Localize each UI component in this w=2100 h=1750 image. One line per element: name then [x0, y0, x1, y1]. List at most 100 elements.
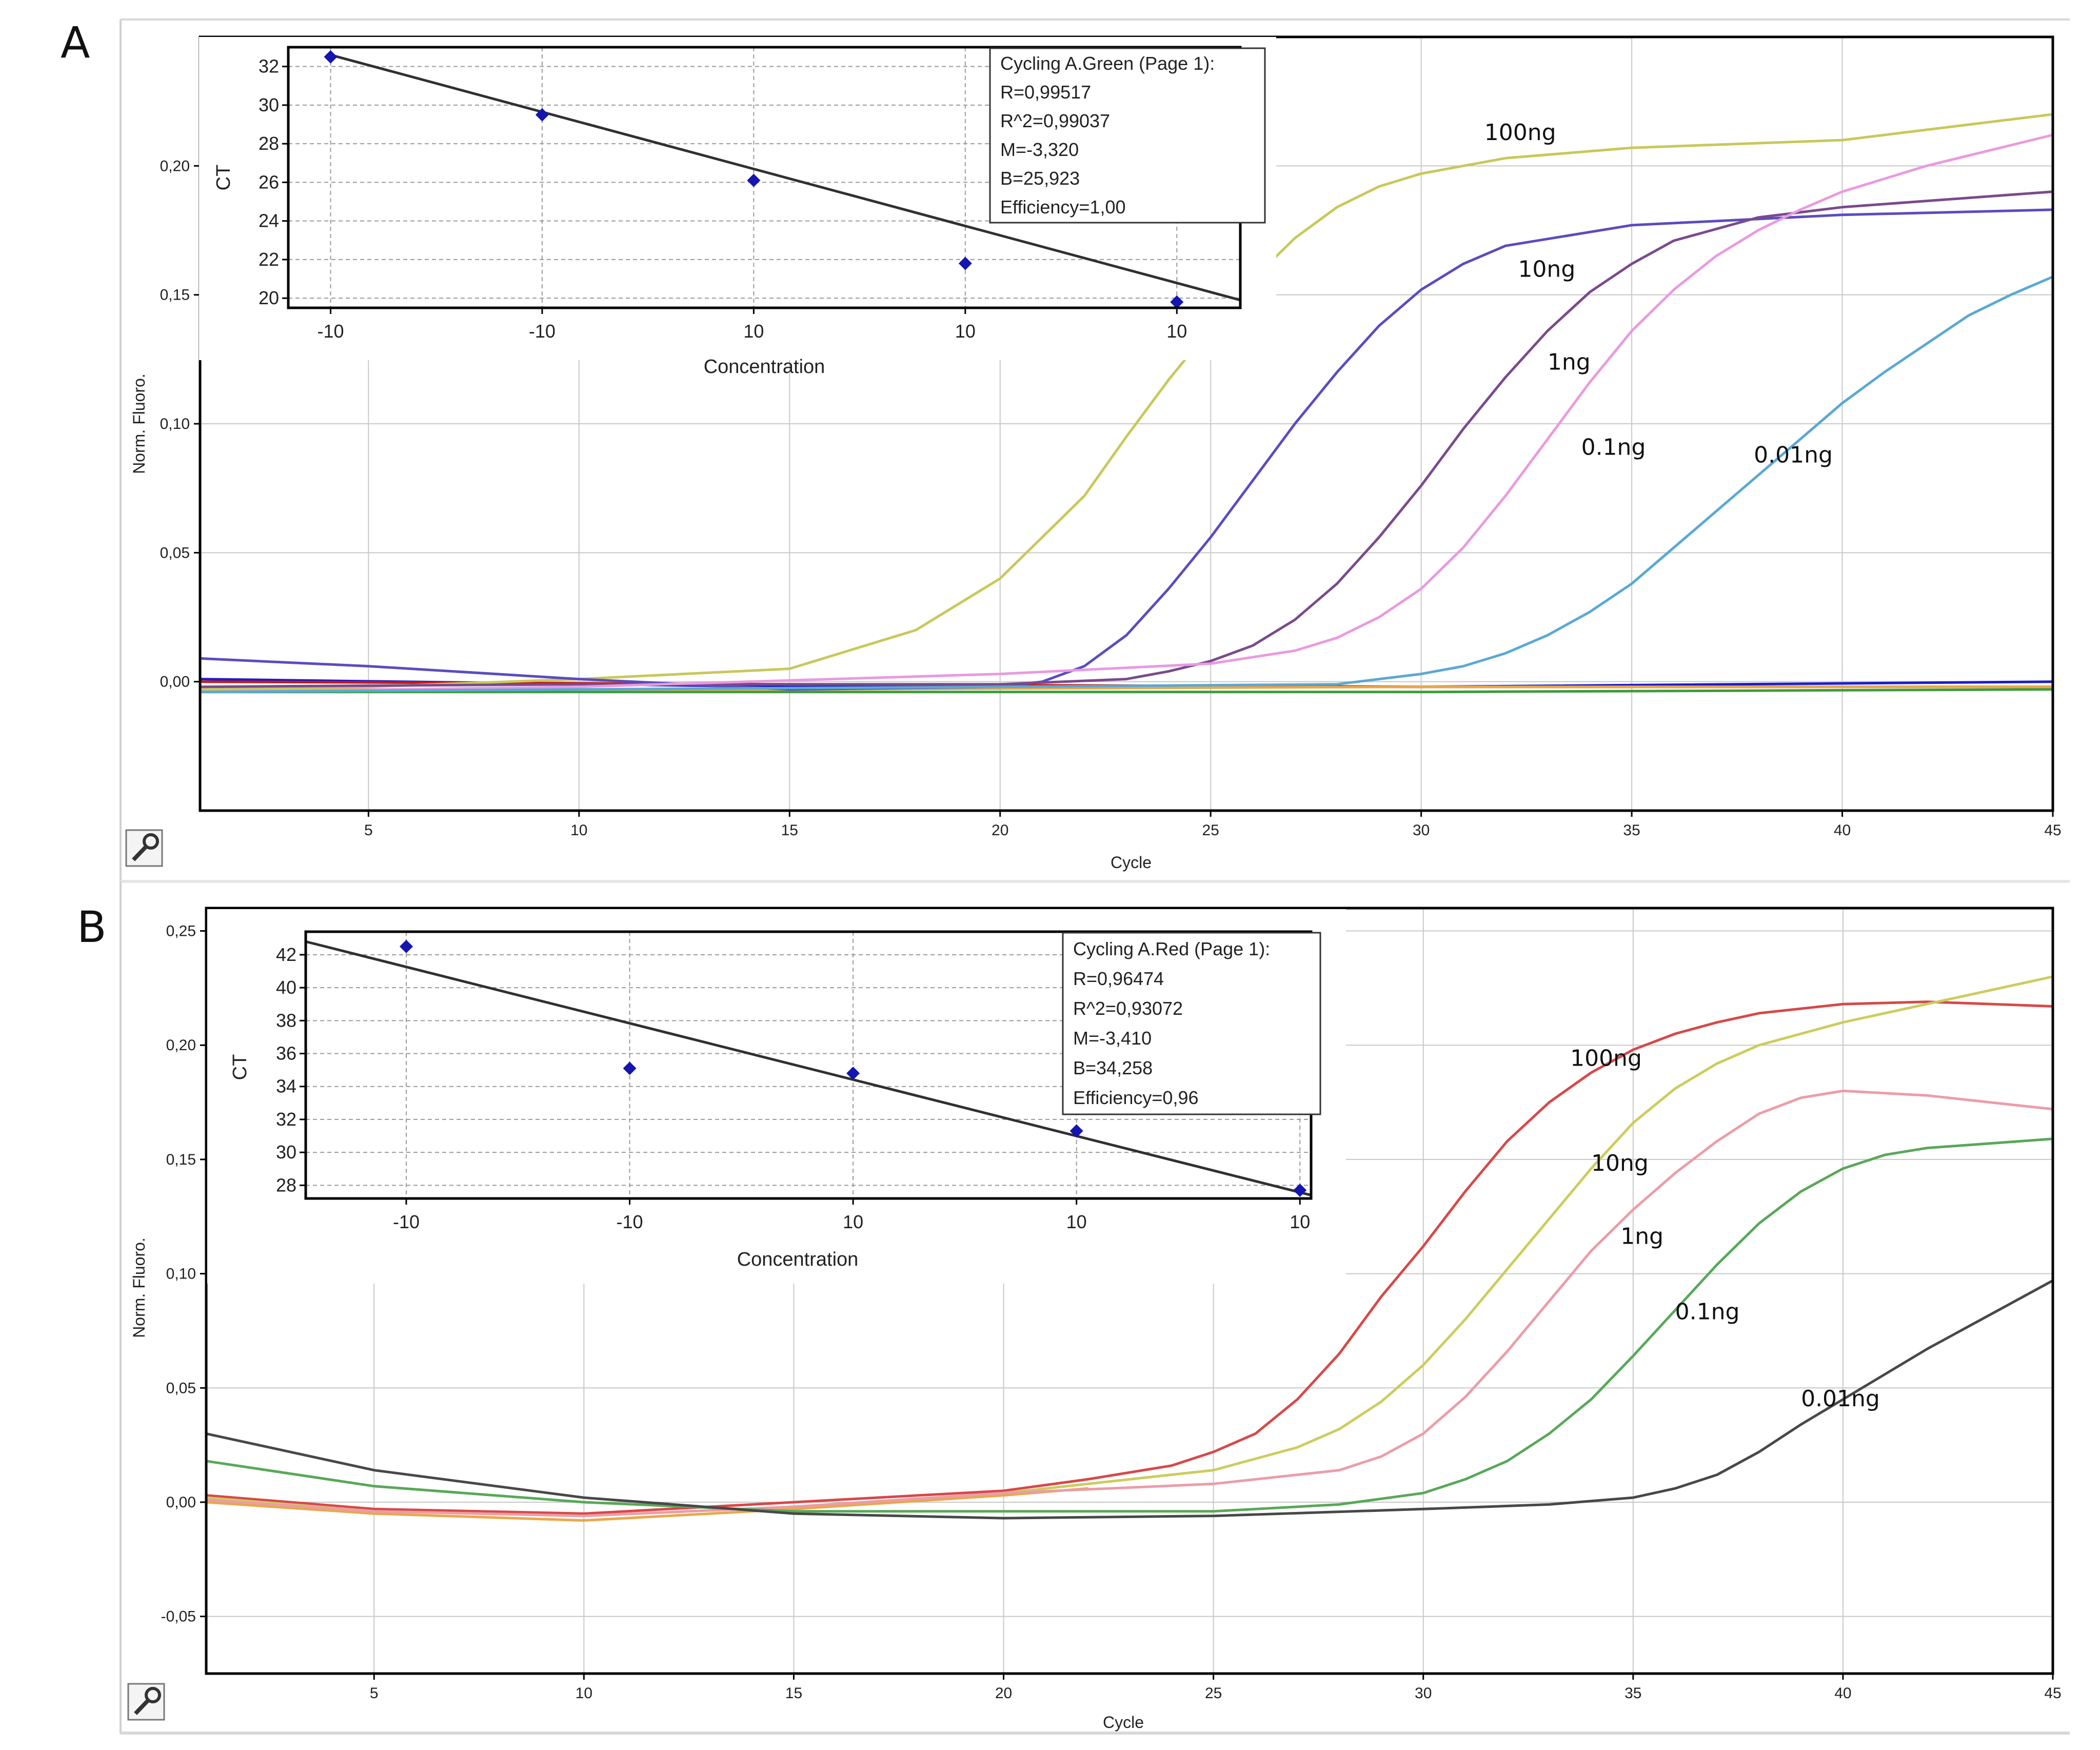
y-tick-label: 0,25 — [166, 923, 196, 940]
inset-y-tick-label: 26 — [259, 171, 279, 192]
standard-point — [535, 108, 549, 122]
x-tick-label: 45 — [2044, 1685, 2061, 1702]
inset-x-tick-label: 10 — [1066, 1211, 1087, 1232]
curve-label: 1ng — [1620, 1224, 1663, 1250]
stats-line: B=25,923 — [1000, 168, 1080, 189]
x-tick-label: 20 — [995, 1685, 1012, 1702]
inset-y-title-a: CT — [213, 165, 234, 191]
series-line-ntc — [199, 688, 2054, 694]
x-axis-title-a: Cycle — [1111, 853, 1152, 872]
x-tick-label: 35 — [1624, 1685, 1641, 1702]
wrench-icon — [143, 833, 159, 850]
series-line-0_1ng — [199, 133, 2054, 694]
panel-a: A 5 10 15 20 25 30 35 40 45 0,00 0,05 0,10 0,15 0,20… — [61, 17, 2070, 883]
stats-box-a: Cycling A.Green (Page 1): R=0,99517 R^2=… — [989, 47, 1266, 224]
standard-point — [958, 257, 972, 270]
y-tick-label: 0,15 — [160, 287, 190, 304]
stats-line: Efficiency=1,00 — [1000, 196, 1126, 218]
panel-letter-b: B — [77, 902, 107, 952]
stats-line: B=34,258 — [1073, 1057, 1153, 1078]
x-tick-label: 25 — [1202, 822, 1219, 839]
x-tick-label: 45 — [2044, 822, 2061, 839]
inset-y-tick-label: 24 — [259, 210, 279, 231]
regression-line-a — [330, 53, 1241, 302]
settings-wrench-button-a[interactable] — [125, 829, 163, 867]
inset-x-tick-label: 10 — [1166, 321, 1187, 342]
y-axis-title-b: Norm. Fluoro. — [130, 1237, 148, 1338]
y-tick-label: 0,00 — [160, 674, 190, 691]
y-tick-label: 0,15 — [166, 1151, 196, 1168]
regression-line-b — [305, 940, 1312, 1197]
series-line-1ng — [199, 190, 2054, 689]
y-tick-label: 0,05 — [160, 544, 190, 561]
inset-x-tick-label: -10 — [617, 1211, 643, 1232]
y-tick-label: 0,10 — [160, 416, 190, 432]
curve-label: 10ng — [1591, 1150, 1649, 1176]
standard-point — [1069, 1124, 1083, 1138]
curve-label: 0.01ng — [1801, 1386, 1880, 1412]
inset-y-title-b: CT — [229, 1054, 251, 1080]
inset-y-tick-label: 42 — [276, 944, 296, 965]
curve-label: 10ng — [1518, 256, 1575, 282]
y-tick-label: 0,20 — [160, 158, 190, 174]
series-line-1ng — [205, 1089, 2054, 1518]
inset-y-tick-label: 30 — [259, 94, 279, 115]
stats-line: M=-3,320 — [1000, 139, 1079, 160]
x-tick-label: 25 — [1205, 1685, 1222, 1702]
curve-label: 0.1ng — [1675, 1299, 1740, 1325]
x-tick-label: 20 — [992, 822, 1008, 839]
x-tick-label: 15 — [785, 1685, 802, 1702]
x-tick-label: 15 — [781, 822, 798, 839]
panel-b: B 5 10 15 20 25 30 35 40 45 -0,05 0,00 0,05 0,10 0,1… — [77, 881, 2070, 1735]
curve-label: 1ng — [1548, 349, 1591, 375]
y-tick-label: 0,20 — [166, 1037, 196, 1054]
x-axis-title-b: Cycle — [1103, 1713, 1144, 1732]
inset-x-title-b: Concentration — [737, 1249, 859, 1270]
standard-point — [747, 173, 761, 187]
amplification-curves-b — [205, 975, 2054, 1522]
y-tick-label: -0,05 — [161, 1608, 196, 1625]
panel-letter-a: A — [61, 17, 90, 68]
x-tick-label: 40 — [1834, 1685, 1851, 1702]
curve-label: 0.01ng — [1754, 442, 1833, 468]
inset-y-tick-label: 36 — [276, 1043, 296, 1064]
stats-line: R=0,99517 — [1000, 82, 1091, 103]
stats-line: R^2=0,99037 — [1000, 110, 1110, 131]
x-tick-label: 35 — [1623, 822, 1640, 839]
standard-point — [623, 1061, 637, 1075]
series-line-0_01ng — [205, 1279, 2054, 1520]
inset-x-tick-label: 10 — [743, 321, 764, 342]
standard-point — [846, 1067, 860, 1080]
x-tick-label: 30 — [1415, 1685, 1432, 1702]
series-line-0_01ng — [199, 276, 2054, 694]
y-tick-label: 0,10 — [166, 1266, 196, 1283]
inset-x-tick-label: -10 — [393, 1211, 420, 1232]
y-tick-label: 0,05 — [166, 1380, 196, 1397]
stats-line: Efficiency=0,96 — [1073, 1087, 1199, 1108]
standard-point — [400, 939, 413, 953]
inset-x-tick-label: 10 — [1290, 1211, 1310, 1232]
inset-y-tick-label: 38 — [276, 1010, 296, 1031]
x-tick-label: 5 — [364, 822, 373, 839]
stats-line: M=-3,410 — [1073, 1028, 1152, 1049]
series-line-ntc — [205, 1487, 1089, 1522]
wrench-icon — [145, 1687, 161, 1703]
inset-x-tick-label: 10 — [843, 1211, 863, 1232]
stats-line: R^2=0,93072 — [1073, 998, 1183, 1019]
stats-line: Cycling A.Green (Page 1): — [1000, 53, 1215, 74]
amplification-curves-a — [199, 113, 2054, 694]
y-axis-title-a: Norm. Fluoro. — [130, 373, 148, 474]
x-tick-label: 5 — [370, 1685, 379, 1702]
inset-y-tick-label: 32 — [276, 1109, 296, 1130]
inset-y-tick-label: 40 — [276, 977, 296, 998]
inset-y-tick-label: 22 — [259, 249, 279, 270]
series-line-100ng — [205, 1000, 2054, 1515]
x-tick-label: 40 — [1834, 822, 1851, 839]
standard-curve-inset-b: -10 -10 10 10 10 28 30 32 34 36 38 40 42 Concentrat… — [229, 930, 1321, 1270]
x-tick-label: 10 — [576, 1685, 592, 1702]
settings-wrench-button-b[interactable] — [127, 1683, 165, 1721]
inset-x-tick-label: -10 — [529, 321, 556, 342]
x-tick-label: 30 — [1413, 822, 1430, 839]
standard-curve-inset-a: -10 -10 10 10 10 20 22 24 26 28 30 32 Concentratio… — [213, 46, 1266, 378]
